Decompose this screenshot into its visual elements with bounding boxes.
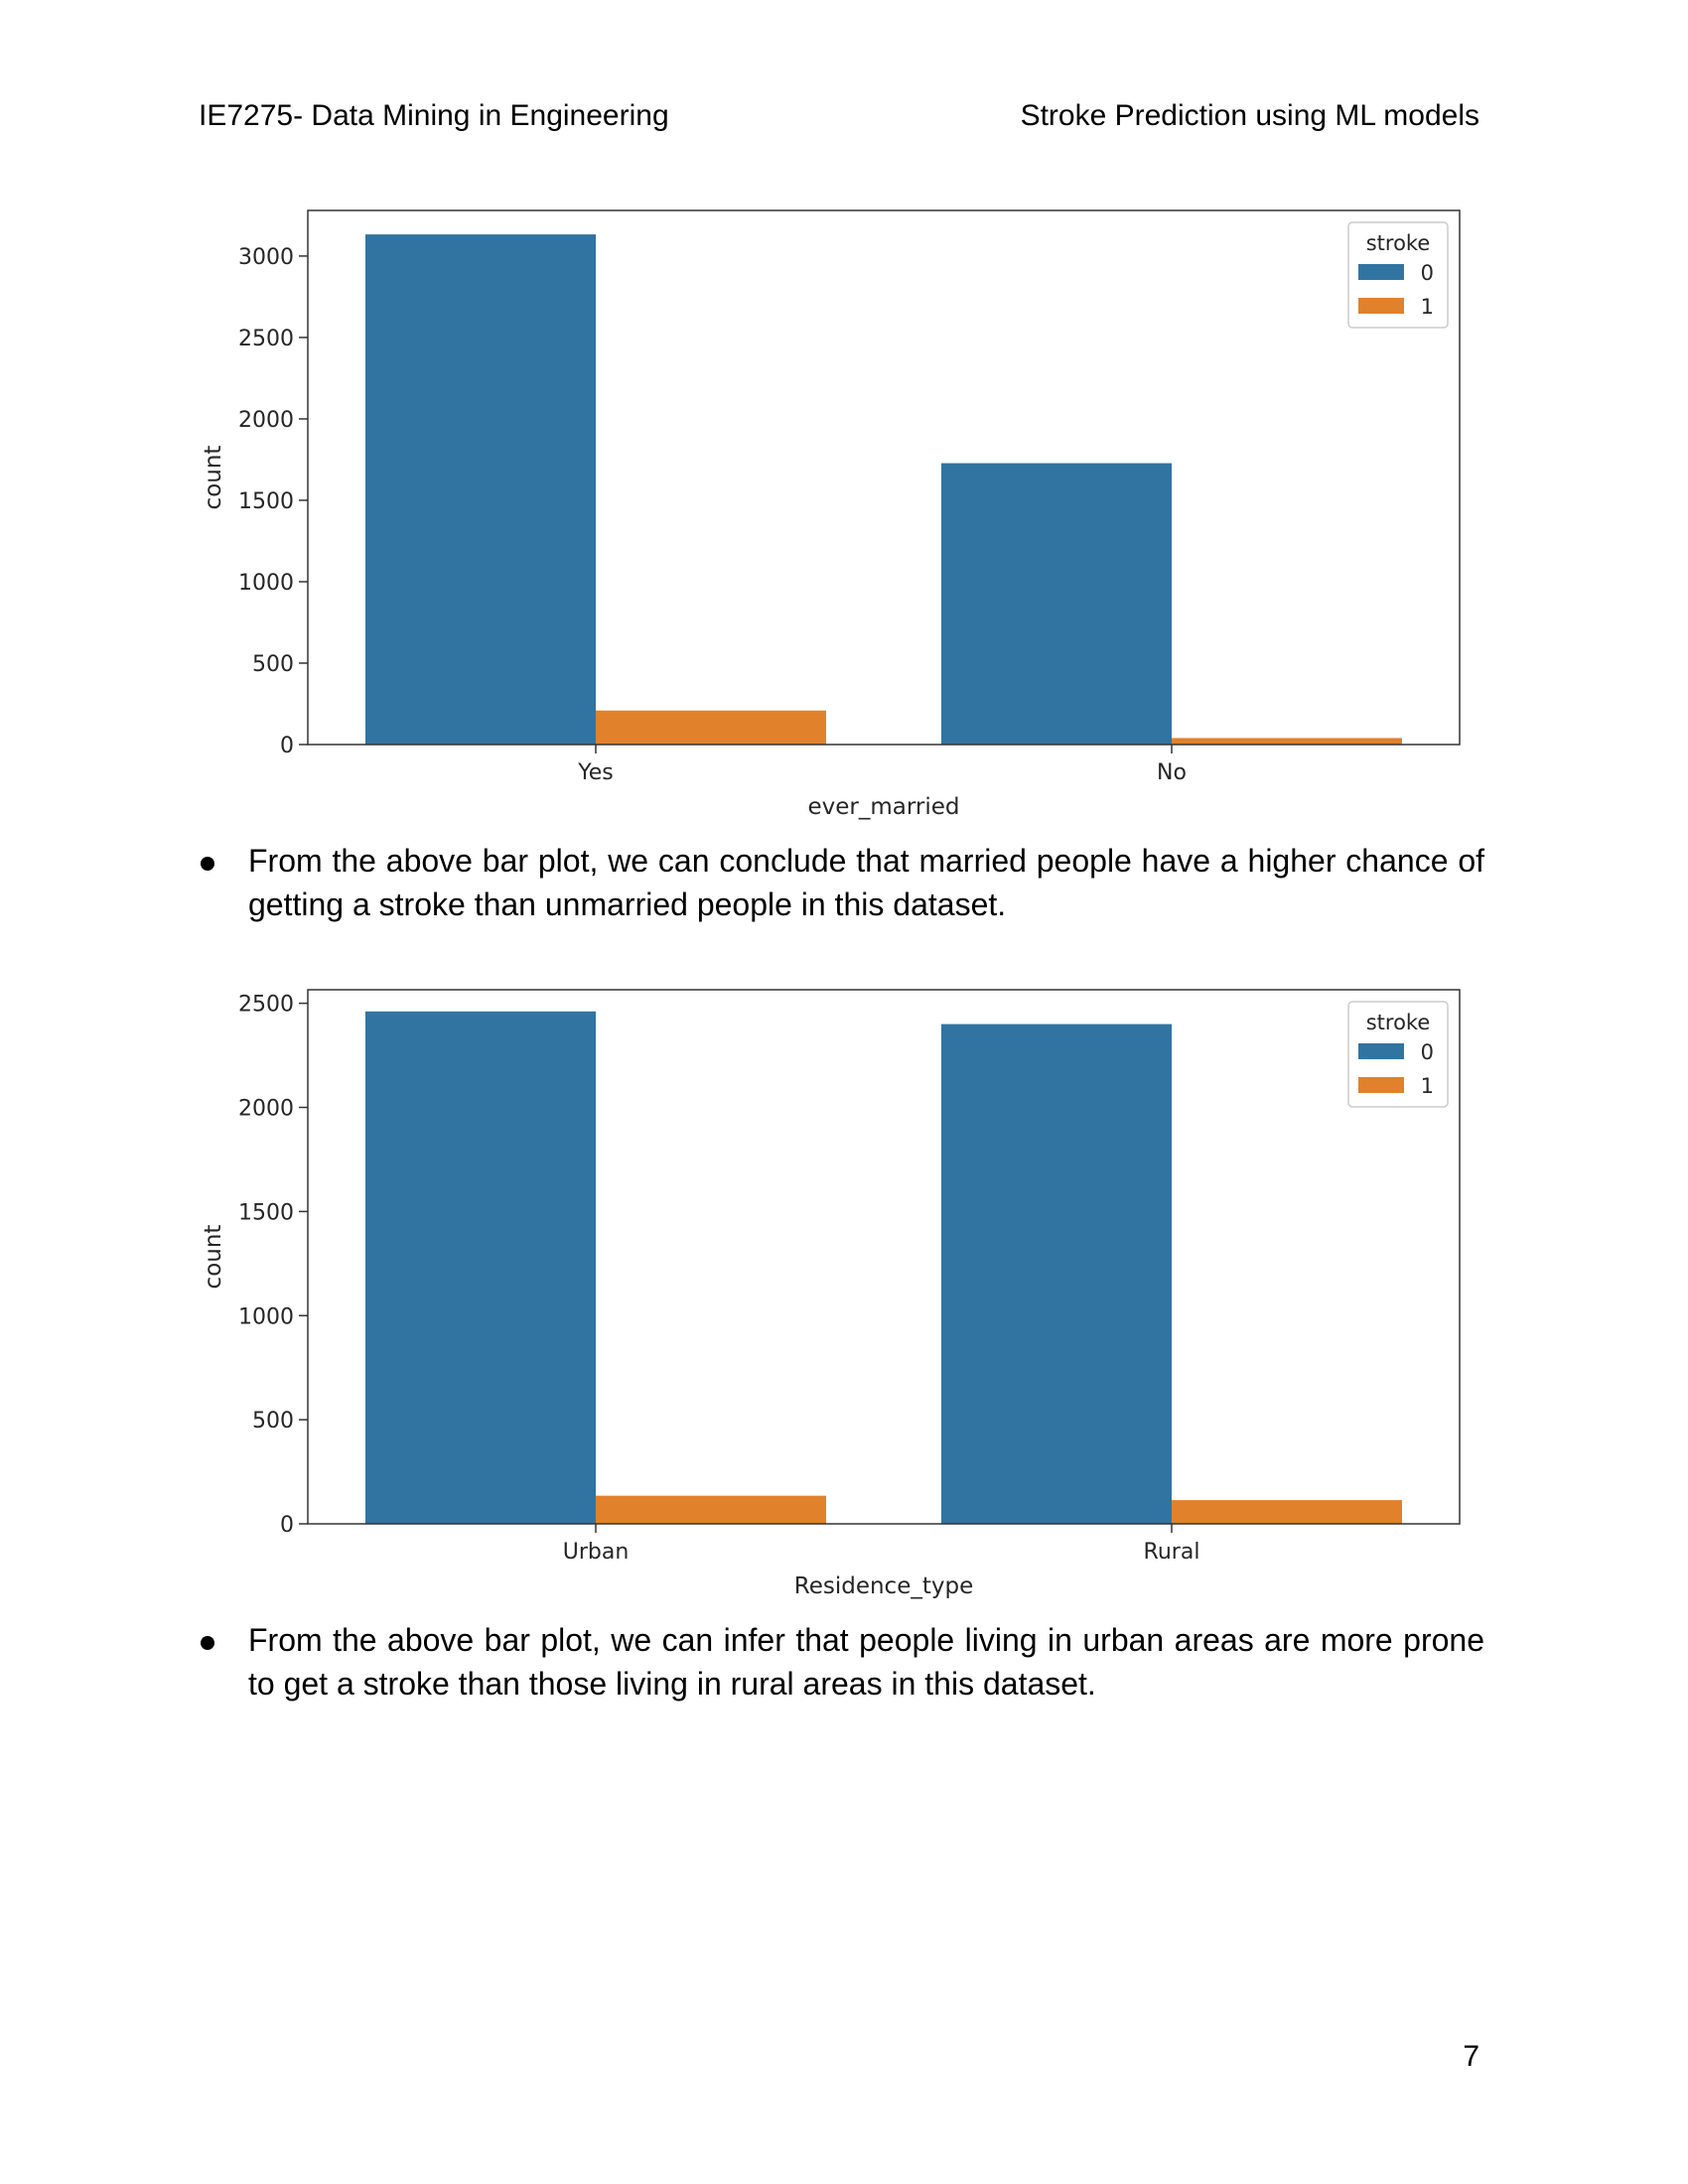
- legend-title: stroke: [1366, 231, 1431, 255]
- bar-no-stroke-0: [941, 463, 1172, 745]
- bullet-point-2: From the above bar plot, we can infer th…: [201, 1618, 1484, 1706]
- x-tick-label: Yes: [577, 760, 614, 785]
- legend-entry-label: 1: [1421, 295, 1434, 319]
- legend-swatch-1: [1358, 298, 1404, 314]
- bullet-text-1: From the above bar plot, we can conclude…: [248, 843, 1484, 922]
- residence-type-chart-svg: 0 500 1000 1500 2000 2500 Urban Rural Residence_…: [201, 989, 1461, 1599]
- bar-yes-stroke-0: [365, 234, 596, 746]
- header-course-title: IE7275- Data Mining in Engineering: [199, 99, 669, 132]
- bullet-text-2: From the above bar plot, we can infer th…: [248, 1622, 1484, 1702]
- bar-rural-stroke-1: [1172, 1500, 1402, 1524]
- x-tick-label: Rural: [1144, 1540, 1200, 1565]
- y-tick-label: 0: [280, 734, 294, 758]
- legend-swatch-0: [1358, 264, 1404, 280]
- y-tick-label: 500: [252, 652, 294, 677]
- bar-yes-stroke-1: [596, 710, 826, 745]
- bullet-point-1: From the above bar plot, we can conclude…: [201, 839, 1484, 926]
- header-report-title: Stroke Prediction using ML models: [1020, 99, 1479, 132]
- y-tick-label: 2000: [238, 408, 294, 433]
- x-axis-title: Residence_type: [794, 1573, 973, 1599]
- y-tick-label: 2500: [238, 327, 294, 351]
- y-tick-label: 2500: [238, 993, 294, 1018]
- residence-type-bar-chart: 0 500 1000 1500 2000 2500 Urban Rural Residence_…: [189, 978, 1509, 1613]
- page-number: 7: [1463, 2040, 1479, 2073]
- legend-swatch-1: [1358, 1077, 1404, 1093]
- y-tick-label: 500: [252, 1409, 294, 1433]
- bullet-dot-icon: [201, 857, 214, 871]
- y-tick-label: 1500: [238, 1200, 294, 1225]
- y-tick-label: 1000: [238, 1304, 294, 1329]
- plot-frame: [307, 209, 1461, 746]
- ever-married-chart-svg: 0 500 1000 1500 2000 2500 3000 Yes No ever_marrie…: [201, 209, 1461, 820]
- y-tick-label: 2000: [238, 1097, 294, 1122]
- legend-entry-label: 1: [1421, 1074, 1434, 1098]
- legend-entry-label: 0: [1421, 261, 1434, 285]
- y-tick-label: 3000: [238, 245, 294, 270]
- bar-rural-stroke-0: [941, 1024, 1172, 1524]
- bullet-dot-icon: [201, 1636, 214, 1650]
- plot-frame: [307, 989, 1461, 1525]
- bar-no-stroke-1: [1172, 738, 1402, 745]
- bar-urban-stroke-0: [365, 1011, 596, 1524]
- y-tick-label: 1500: [238, 489, 294, 514]
- legend-entry-label: 0: [1421, 1040, 1434, 1064]
- legend-swatch-0: [1358, 1043, 1404, 1059]
- x-axis-title: ever_married: [807, 794, 959, 820]
- y-axis-title: count: [201, 446, 226, 510]
- y-tick-label: 1000: [238, 571, 294, 596]
- legend-title: stroke: [1366, 1011, 1431, 1034]
- y-tick-label: 0: [280, 1513, 294, 1538]
- bar-urban-stroke-1: [596, 1495, 826, 1524]
- y-axis-title: count: [201, 1225, 226, 1290]
- x-tick-label: No: [1157, 760, 1187, 785]
- ever-married-bar-chart: 0 500 1000 1500 2000 2500 3000 Yes No ever_marrie…: [189, 199, 1509, 834]
- x-tick-label: Urban: [563, 1540, 630, 1565]
